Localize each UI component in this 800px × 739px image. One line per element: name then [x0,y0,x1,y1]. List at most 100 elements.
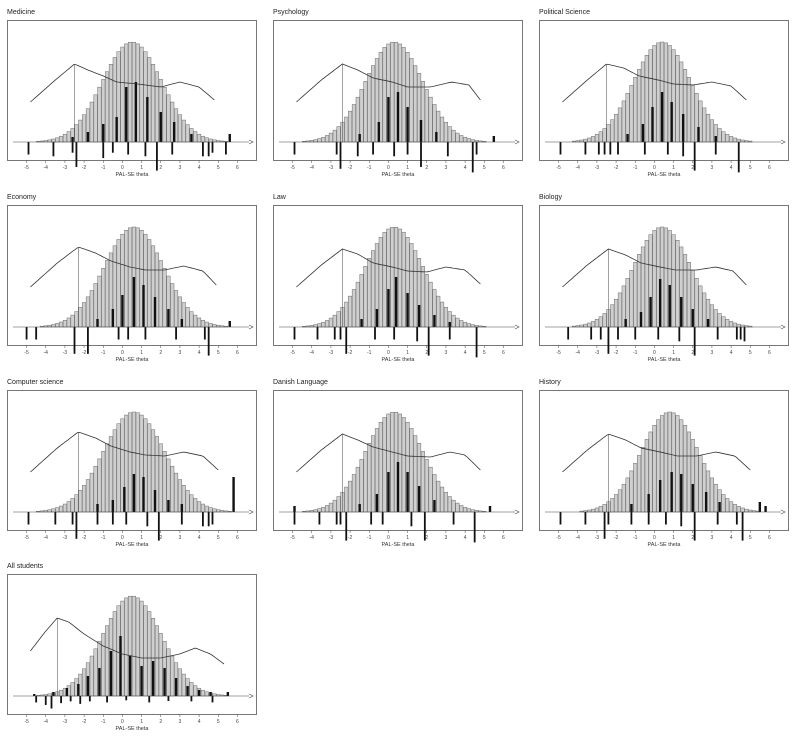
distribution-bar [143,605,148,697]
distribution-bar [451,129,456,143]
group-bar [180,319,184,327]
item-threshold-bar [75,142,78,168]
item-threshold-bar [410,512,413,527]
chart-svg: -5 -4 -3 -2 -1 0 1 2 3 4 5 6 PAL-SE theta [7,20,257,178]
item-threshold-bar [446,142,449,157]
distribution-bar [174,290,179,328]
distribution-bar [89,472,94,513]
chart-svg: -5 -4 -3 -2 -1 0 1 2 3 4 5 6 PAL-SE theta [539,205,789,363]
x-tick-label: -1 [101,535,106,541]
distribution-bar [459,320,464,328]
x-tick-label: -3 [329,535,334,541]
distribution-bar [59,321,64,328]
item-threshold-bar [647,512,650,525]
distribution-bar [47,509,52,513]
chart-panel: Danish Language -5 -4 -3 -2 -1 0 1 2 3 4 5 6 PAL-SE t… [273,379,523,555]
distribution-bar [74,124,79,143]
item-threshold-bar [693,327,696,356]
group-bar [65,688,69,696]
distribution-bar [440,116,445,143]
item-threshold-bar [374,327,376,340]
distribution-bar [459,505,464,513]
x-axis-label: PAL-SE theta [382,542,416,548]
distribution-bar [158,633,163,697]
distribution-bar [470,139,475,143]
group-bar [163,668,166,696]
distribution-bar [644,55,649,143]
distribution-bar [633,77,638,143]
x-tick-label: 0 [653,350,656,356]
x-tick-label: 2 [425,350,428,356]
group-bar [52,692,55,696]
distribution-bar [447,126,452,143]
item-threshold-bar [225,142,227,155]
distribution-bar [204,505,209,513]
distribution-bar [436,295,441,328]
distribution-bar [390,41,395,143]
x-tick-label: 5 [483,535,486,541]
distribution-bar [193,314,198,328]
group-bar [396,462,400,512]
item-threshold-bar [211,696,214,703]
distribution-bar [89,101,94,143]
distribution-bar [633,463,638,513]
item-threshold-bar [207,142,210,157]
item-threshold-bar [127,142,130,155]
distribution-bar [158,260,163,328]
item-threshold-bar [634,327,637,340]
distribution-bar [729,321,734,328]
item-threshold-bar [643,142,646,155]
distribution-bar [594,507,599,513]
group-bar [123,487,126,512]
distribution-bar [447,496,452,513]
item-threshold-bar [416,327,419,342]
distribution-bar [706,113,711,143]
item-threshold-bar [167,696,170,702]
x-tick-label: -4 [44,165,49,171]
distribution-bar [328,502,333,513]
item-threshold-bar [50,696,53,709]
distribution-bar [463,321,468,328]
item-threshold-bar [716,327,719,340]
x-tick-label: 1 [672,165,675,171]
item-threshold-bar [716,512,719,525]
distribution-bar [625,477,630,513]
distribution-bar [721,131,726,143]
distribution-bar [463,506,468,513]
distribution-bar [455,132,460,143]
distribution-bar [451,499,456,513]
distribution-bar [694,278,699,328]
item-threshold-bar [27,512,30,525]
distribution-bar [683,425,688,513]
distribution-bar [200,503,205,513]
group-bar [433,500,436,512]
item-threshold-bar [743,327,746,342]
x-tick-label: -4 [44,719,49,725]
x-tick-label: -2 [82,719,87,725]
distribution-bar [212,693,217,697]
x-tick-label: 4 [730,165,733,171]
distribution-bar [675,55,680,143]
item-threshold-bar [345,512,348,541]
distribution-bar [120,46,125,143]
x-tick-label: 0 [121,535,124,541]
distribution-bar [200,135,205,143]
distribution-bar [459,135,464,143]
x-tick-label: 6 [502,535,505,541]
distribution-bar [170,283,175,328]
distribution-bar [440,301,445,328]
item-threshold-bar [372,142,374,155]
group-bar [394,277,398,327]
item-threshold-bar [127,327,130,340]
distribution-bar [702,107,707,143]
x-axis-arrow [780,139,786,145]
group-bar [492,136,496,142]
group-bar [758,502,762,512]
item-threshold-bar [54,512,57,525]
x-tick-label: 4 [464,535,467,541]
x-axis-label: PAL-SE theta [116,172,150,178]
distribution-bar [212,139,217,143]
item-threshold-bar [603,512,606,539]
distribution-bar [617,107,622,143]
distribution-bar [158,443,163,513]
